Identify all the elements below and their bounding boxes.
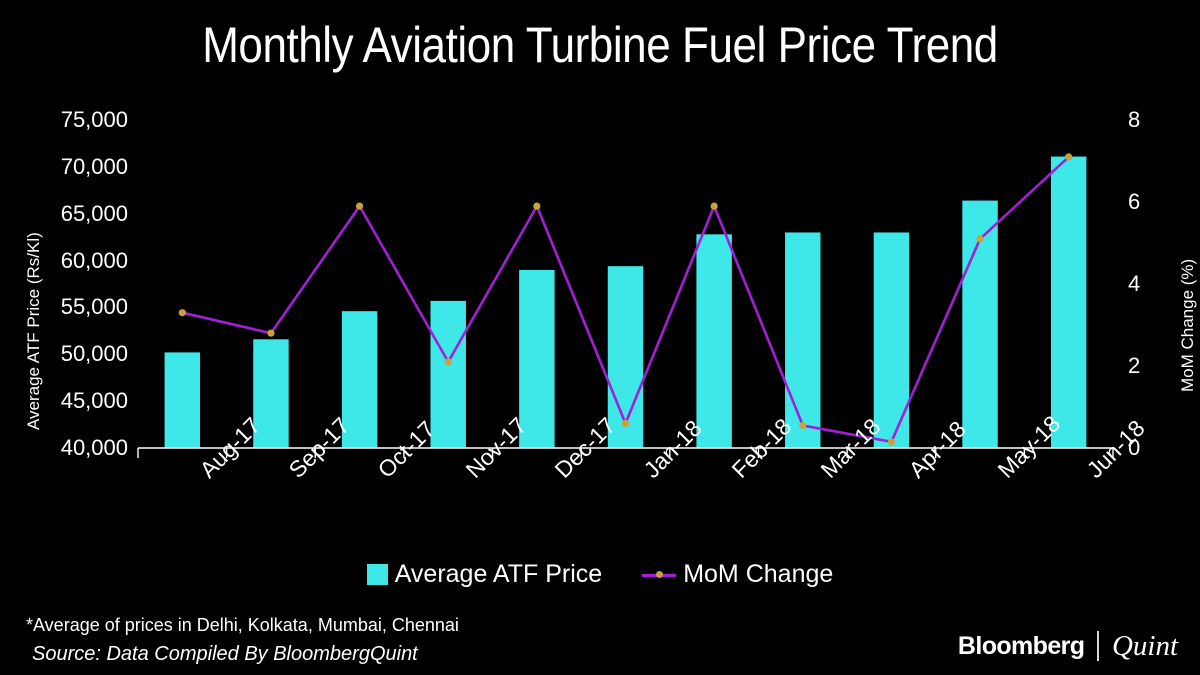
left-tick-label: 45,000 [60, 388, 128, 414]
left-axis-title: Average ATF Price (Rs/Kl) [24, 232, 43, 430]
marker-jan-18 [621, 419, 630, 427]
legend-label-mom-change: MoM Change [683, 560, 834, 588]
marker-feb-18 [710, 202, 718, 210]
marker-nov-17 [444, 358, 452, 366]
left-tick-label: 40,000 [60, 435, 128, 460]
right-tick-label: 8 [1128, 107, 1141, 132]
axis-lines [137, 447, 1114, 458]
right-tick-label: 2 [1128, 353, 1141, 378]
marker-oct-17 [355, 202, 364, 210]
logo-divider [1097, 631, 1099, 661]
chart-legend: Average ATF Price MoM Change [0, 560, 1200, 589]
source-note: Source: Data Compiled By BloombergQuint [32, 643, 418, 665]
line-markers [178, 153, 1073, 446]
bar-dec-17 [519, 269, 555, 448]
legend-bar-swatch-icon [366, 564, 388, 585]
left-tick-label: 60,000 [60, 247, 128, 273]
right-tick-label: 0 [1128, 435, 1141, 460]
bar-mar-18 [785, 232, 821, 448]
right-tick-label: 4 [1128, 271, 1141, 296]
left-tick-label: 70,000 [60, 153, 128, 179]
legend-line-swatch-icon [642, 564, 677, 585]
logo-bloomberg-text: Bloomberg [957, 632, 1085, 660]
marker-jun-18 [1065, 153, 1073, 161]
bar-jan-18 [607, 266, 644, 448]
right-tick-label: 6 [1128, 189, 1141, 214]
marker-aug-17 [178, 309, 186, 317]
bar-series [164, 156, 1087, 449]
marker-sep-17 [267, 329, 275, 337]
bar-aug-17 [164, 352, 201, 448]
bar-oct-17 [341, 311, 378, 448]
left-tick-label: 75,000 [60, 107, 128, 132]
legend-item-average-atf-price[interactable]: Average ATF Price [366, 560, 603, 589]
marker-apr-18 [887, 438, 896, 446]
bar-jun-18 [1050, 156, 1087, 449]
right-axis-title: MoM Change (%) [1178, 258, 1197, 392]
page-title: Monthly Aviation Turbine Fuel Price Tren… [202, 17, 998, 73]
marker-mar-18 [799, 421, 807, 430]
bar-feb-18 [696, 234, 732, 448]
marker-may-18 [976, 235, 984, 243]
legend-item-mom-change[interactable]: MoM Change [642, 560, 833, 589]
left-tick-label: 50,000 [60, 341, 128, 367]
left-tick-label: 55,000 [60, 294, 128, 320]
marker-dec-17 [533, 202, 541, 210]
bar-nov-17 [430, 300, 466, 448]
logo-quint-text: Quint [1111, 630, 1178, 662]
legend-label-average-atf-price: Average ATF Price [394, 560, 603, 588]
bar-sep-17 [253, 339, 289, 448]
bloombergquint-logo: Bloomberg Quint [958, 630, 1178, 662]
footnote: *Average of prices in Delhi, Kolkata, Mu… [26, 615, 459, 635]
left-tick-label: 65,000 [60, 200, 128, 226]
